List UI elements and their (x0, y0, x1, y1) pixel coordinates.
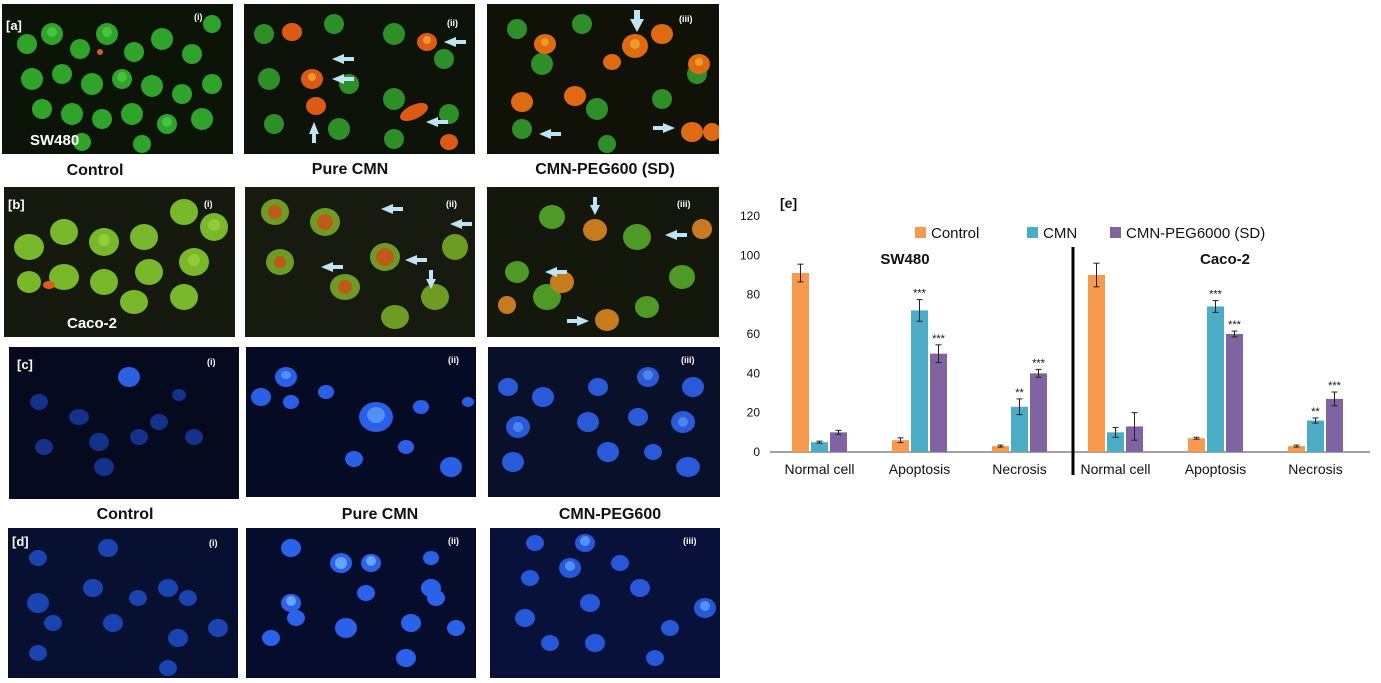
y-tick-label-40: 40 (747, 366, 761, 380)
caption-top-cmn-peg600-sd: CMN-PEG600 (SD) (535, 161, 675, 178)
micrograph-b-iii (487, 187, 719, 337)
sig-label-0-2-2: *** (1032, 357, 1046, 369)
sig-label-0-1-1: *** (913, 288, 927, 300)
sub-label-c-ii: (ii) (448, 355, 459, 365)
panel-label-a: [a] (6, 18, 22, 33)
category-label-0-2: Necrosis (992, 461, 1046, 477)
panel-d-ii: (ii) (246, 528, 476, 678)
panel-c-ii: (ii) (246, 347, 476, 497)
sig-label-1-1-1: *** (1209, 289, 1223, 301)
bar-0-0-1 (811, 442, 828, 452)
chart-svg: [e] 0 20 40 60 80 100 120 Control CMN CMN-PEG6000 … (740, 195, 1370, 477)
sig-label-1-2-1: ** (1311, 406, 1320, 418)
caption-top-pure-cmn: Pure CMN (311, 161, 389, 178)
category-label-1-0: Normal cell (1080, 461, 1150, 477)
panel-d-i: [d] (i) (8, 528, 238, 678)
micrograph-a-i (2, 4, 233, 154)
category-label-0-1: Apoptosis (889, 461, 950, 477)
group-title-0: SW480 (880, 251, 929, 268)
bar-1-2-0 (1288, 446, 1305, 452)
y-tick-label-120: 120 (740, 209, 760, 223)
sub-label-a-ii: (ii) (447, 18, 458, 28)
legend-swatch-2 (1110, 227, 1121, 238)
sub-label-d-i: (i) (209, 538, 218, 548)
y-tick-label-20: 20 (747, 406, 761, 420)
category-label-0-0: Normal cell (784, 461, 854, 477)
category-label-1-2: Necrosis (1288, 461, 1342, 477)
caption-top-control: Control (66, 162, 124, 179)
bar-0-0-2 (830, 432, 847, 452)
category-label-1-1: Apoptosis (1185, 461, 1246, 477)
caption-bottom-cmn-peg600: CMN-PEG600 (558, 506, 662, 523)
panel-a-iii: (iii) (487, 4, 719, 154)
y-tick-label-80: 80 (747, 288, 761, 302)
legend-swatch-0 (915, 227, 926, 238)
panel-label-c: [c] (17, 357, 33, 372)
sub-label-b-iii: (iii) (677, 199, 691, 209)
bar-0-1-2 (930, 353, 947, 452)
sig-label-1-2-2: *** (1328, 380, 1342, 392)
bar-1-1-1 (1207, 306, 1224, 452)
micrograph-d-i (8, 528, 238, 678)
panel-label-e: [e] (780, 195, 797, 211)
panel-d-iii: (iii) (490, 528, 720, 678)
panel-a-i: [a] (i) SW480 (2, 4, 233, 154)
micrograph-d-iii (490, 528, 720, 678)
cell-line-label-sw480: SW480 (30, 132, 80, 149)
bar-1-0-1 (1107, 432, 1124, 452)
bar-1-2-1 (1307, 420, 1324, 452)
sig-label-0-1-2: *** (932, 333, 946, 345)
legend-label-2: CMN-PEG6000 (SD) (1126, 225, 1265, 242)
legend-swatch-1 (1027, 227, 1038, 238)
caption-bottom-control: Control (96, 506, 154, 523)
sig-label-0-2-1: ** (1015, 387, 1024, 399)
micrograph-a-ii (244, 4, 475, 154)
micrograph-b-ii (245, 187, 475, 337)
y-tick-label-100: 100 (740, 248, 760, 262)
panel-c-i: [c] (i) (9, 347, 239, 499)
group-title-1: Caco-2 (1200, 251, 1250, 268)
sub-label-b-i: (i) (204, 199, 213, 209)
micrograph-b-i (4, 187, 235, 337)
apoptosis-bar-chart: [e] 0 20 40 60 80 100 120 Control CMN CMN-PEG6000 … (730, 185, 1380, 485)
y-tick-label-0: 0 (753, 445, 760, 459)
bar-0-1-1 (911, 310, 928, 452)
sub-label-a-i: (i) (194, 12, 203, 22)
panel-label-b: [b] (8, 197, 25, 212)
sub-label-d-iii: (iii) (683, 536, 697, 546)
bar-1-2-2 (1326, 398, 1343, 452)
bar-0-0-0 (792, 273, 809, 452)
panel-b-iii: (iii) (487, 187, 719, 337)
bar-0-1-0 (892, 440, 909, 452)
bar-0-2-0 (992, 446, 1009, 452)
micrograph-c-iii (488, 347, 720, 497)
panel-b-i: [b] (i) Caco-2 (4, 187, 235, 337)
bar-1-1-2 (1226, 334, 1243, 452)
bar-0-2-1 (1011, 406, 1028, 452)
sub-label-a-iii: (iii) (679, 14, 693, 24)
sub-label-c-i: (i) (207, 357, 216, 367)
cell-line-label-caco2: Caco-2 (67, 315, 118, 332)
y-tick-label-60: 60 (747, 327, 761, 341)
sub-label-d-ii: (ii) (448, 536, 459, 546)
micrograph-a-iii (487, 4, 719, 154)
micrograph-c-i (9, 347, 239, 499)
caption-bottom-pure-cmn: Pure CMN (341, 506, 419, 523)
sub-label-b-ii: (ii) (446, 199, 457, 209)
panel-a-ii: (ii) (244, 4, 475, 154)
sig-label-1-1-2: *** (1228, 319, 1242, 331)
sub-label-c-iii: (iii) (681, 355, 695, 365)
panel-label-d: [d] (12, 534, 29, 549)
micrograph-c-ii (246, 347, 476, 497)
legend-label-0: Control (931, 225, 979, 242)
panel-c-iii: (iii) (488, 347, 720, 497)
legend-label-1: CMN (1043, 225, 1077, 242)
bar-1-0-0 (1088, 275, 1105, 452)
bar-0-2-2 (1030, 373, 1047, 452)
panel-b-ii: (ii) (245, 187, 475, 337)
bar-1-1-0 (1188, 438, 1205, 452)
micrograph-d-ii (246, 528, 476, 678)
